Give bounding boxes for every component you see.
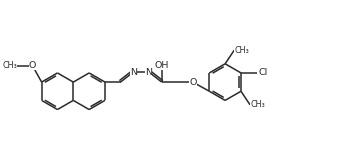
Text: Cl: Cl [258,68,268,77]
Text: CH₃: CH₃ [2,61,17,70]
Text: N: N [130,67,137,76]
Text: CH₃: CH₃ [250,101,265,109]
Text: O: O [29,61,36,70]
Text: CH₃: CH₃ [234,46,249,55]
Text: OH: OH [155,61,169,70]
Text: N: N [145,67,152,76]
Text: O: O [189,78,197,87]
